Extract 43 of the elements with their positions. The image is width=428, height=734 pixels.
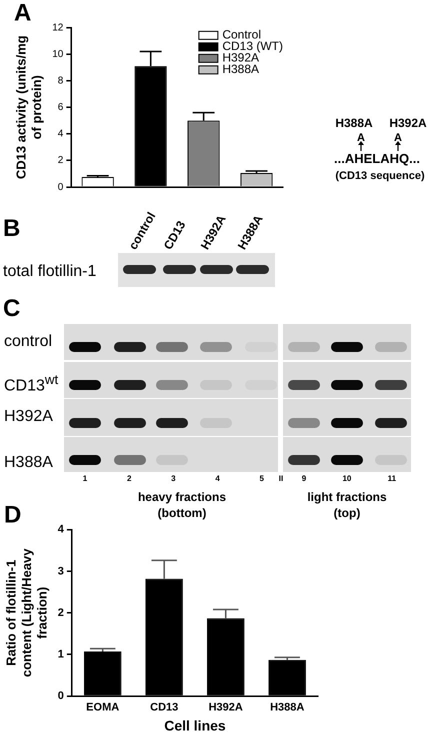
text: A bbox=[394, 132, 402, 145]
y-tick-label: 2 bbox=[58, 606, 64, 619]
legend-label: H388A bbox=[222, 62, 260, 76]
text: H388A bbox=[335, 116, 373, 130]
text: H392A bbox=[389, 116, 427, 130]
text: H392A bbox=[4, 408, 53, 426]
y-tick-label: 10 bbox=[52, 48, 64, 60]
y-tick-label: 8 bbox=[58, 75, 64, 86]
y-tick-label: 4 bbox=[58, 524, 65, 536]
y-tick-label: 4 bbox=[58, 128, 64, 140]
chart-title: A bbox=[14, 0, 32, 26]
y-axis-title: CD13 activity (units/mg of protein) bbox=[13, 35, 44, 180]
text: light fractions (top) bbox=[306, 489, 388, 521]
text: 9 10 11 bbox=[302, 474, 396, 484]
x-axis-title: Cell lines bbox=[164, 718, 226, 734]
legend-label: Control bbox=[222, 28, 262, 42]
x-tick-label: H388A bbox=[270, 702, 304, 714]
text: B bbox=[3, 215, 20, 242]
y-tick-label: 3 bbox=[58, 565, 64, 578]
text: total flotillin-1 bbox=[3, 263, 96, 281]
y-tick-label: 6 bbox=[58, 102, 64, 114]
text: heavy fractions (bottom) bbox=[136, 489, 228, 521]
y-tick-label: 2 bbox=[58, 155, 64, 166]
text: control bbox=[4, 333, 52, 351]
text: ...AHELAHQ... bbox=[334, 151, 420, 167]
chart-title: D bbox=[4, 501, 22, 528]
x-tick-label: CD13 bbox=[150, 702, 178, 714]
legend-label: H392A bbox=[222, 50, 260, 65]
text: II bbox=[278, 474, 284, 484]
text: H388A bbox=[4, 454, 53, 472]
text: 1 2 3 4 5 bbox=[82, 474, 264, 484]
x-tick-label: EOMA bbox=[86, 702, 120, 714]
text: CD13$^{wt}$ bbox=[4, 371, 58, 396]
y-tick-label: 0 bbox=[58, 690, 64, 702]
y-tick-label: 12 bbox=[52, 22, 64, 34]
legend-label: CD13 (WT) bbox=[222, 39, 284, 54]
text: C bbox=[3, 295, 20, 322]
text: A bbox=[357, 132, 365, 145]
y-tick-label: 0 bbox=[58, 182, 64, 193]
text: (CD13 sequence) bbox=[335, 170, 425, 183]
y-tick-label: 1 bbox=[58, 648, 64, 661]
y-axis-title: Ratio of flotillin-1 content (Light/Heavy fraction) bbox=[3, 548, 50, 678]
x-tick-label: H392A bbox=[208, 702, 243, 714]
